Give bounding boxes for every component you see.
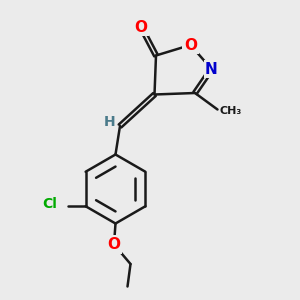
- Text: N: N: [205, 61, 218, 76]
- Text: H: H: [104, 115, 115, 128]
- Text: CH₃: CH₃: [219, 106, 241, 116]
- Text: Cl: Cl: [42, 197, 57, 211]
- Text: O: O: [107, 237, 121, 252]
- Text: O: O: [134, 20, 148, 34]
- Text: O: O: [184, 38, 197, 52]
